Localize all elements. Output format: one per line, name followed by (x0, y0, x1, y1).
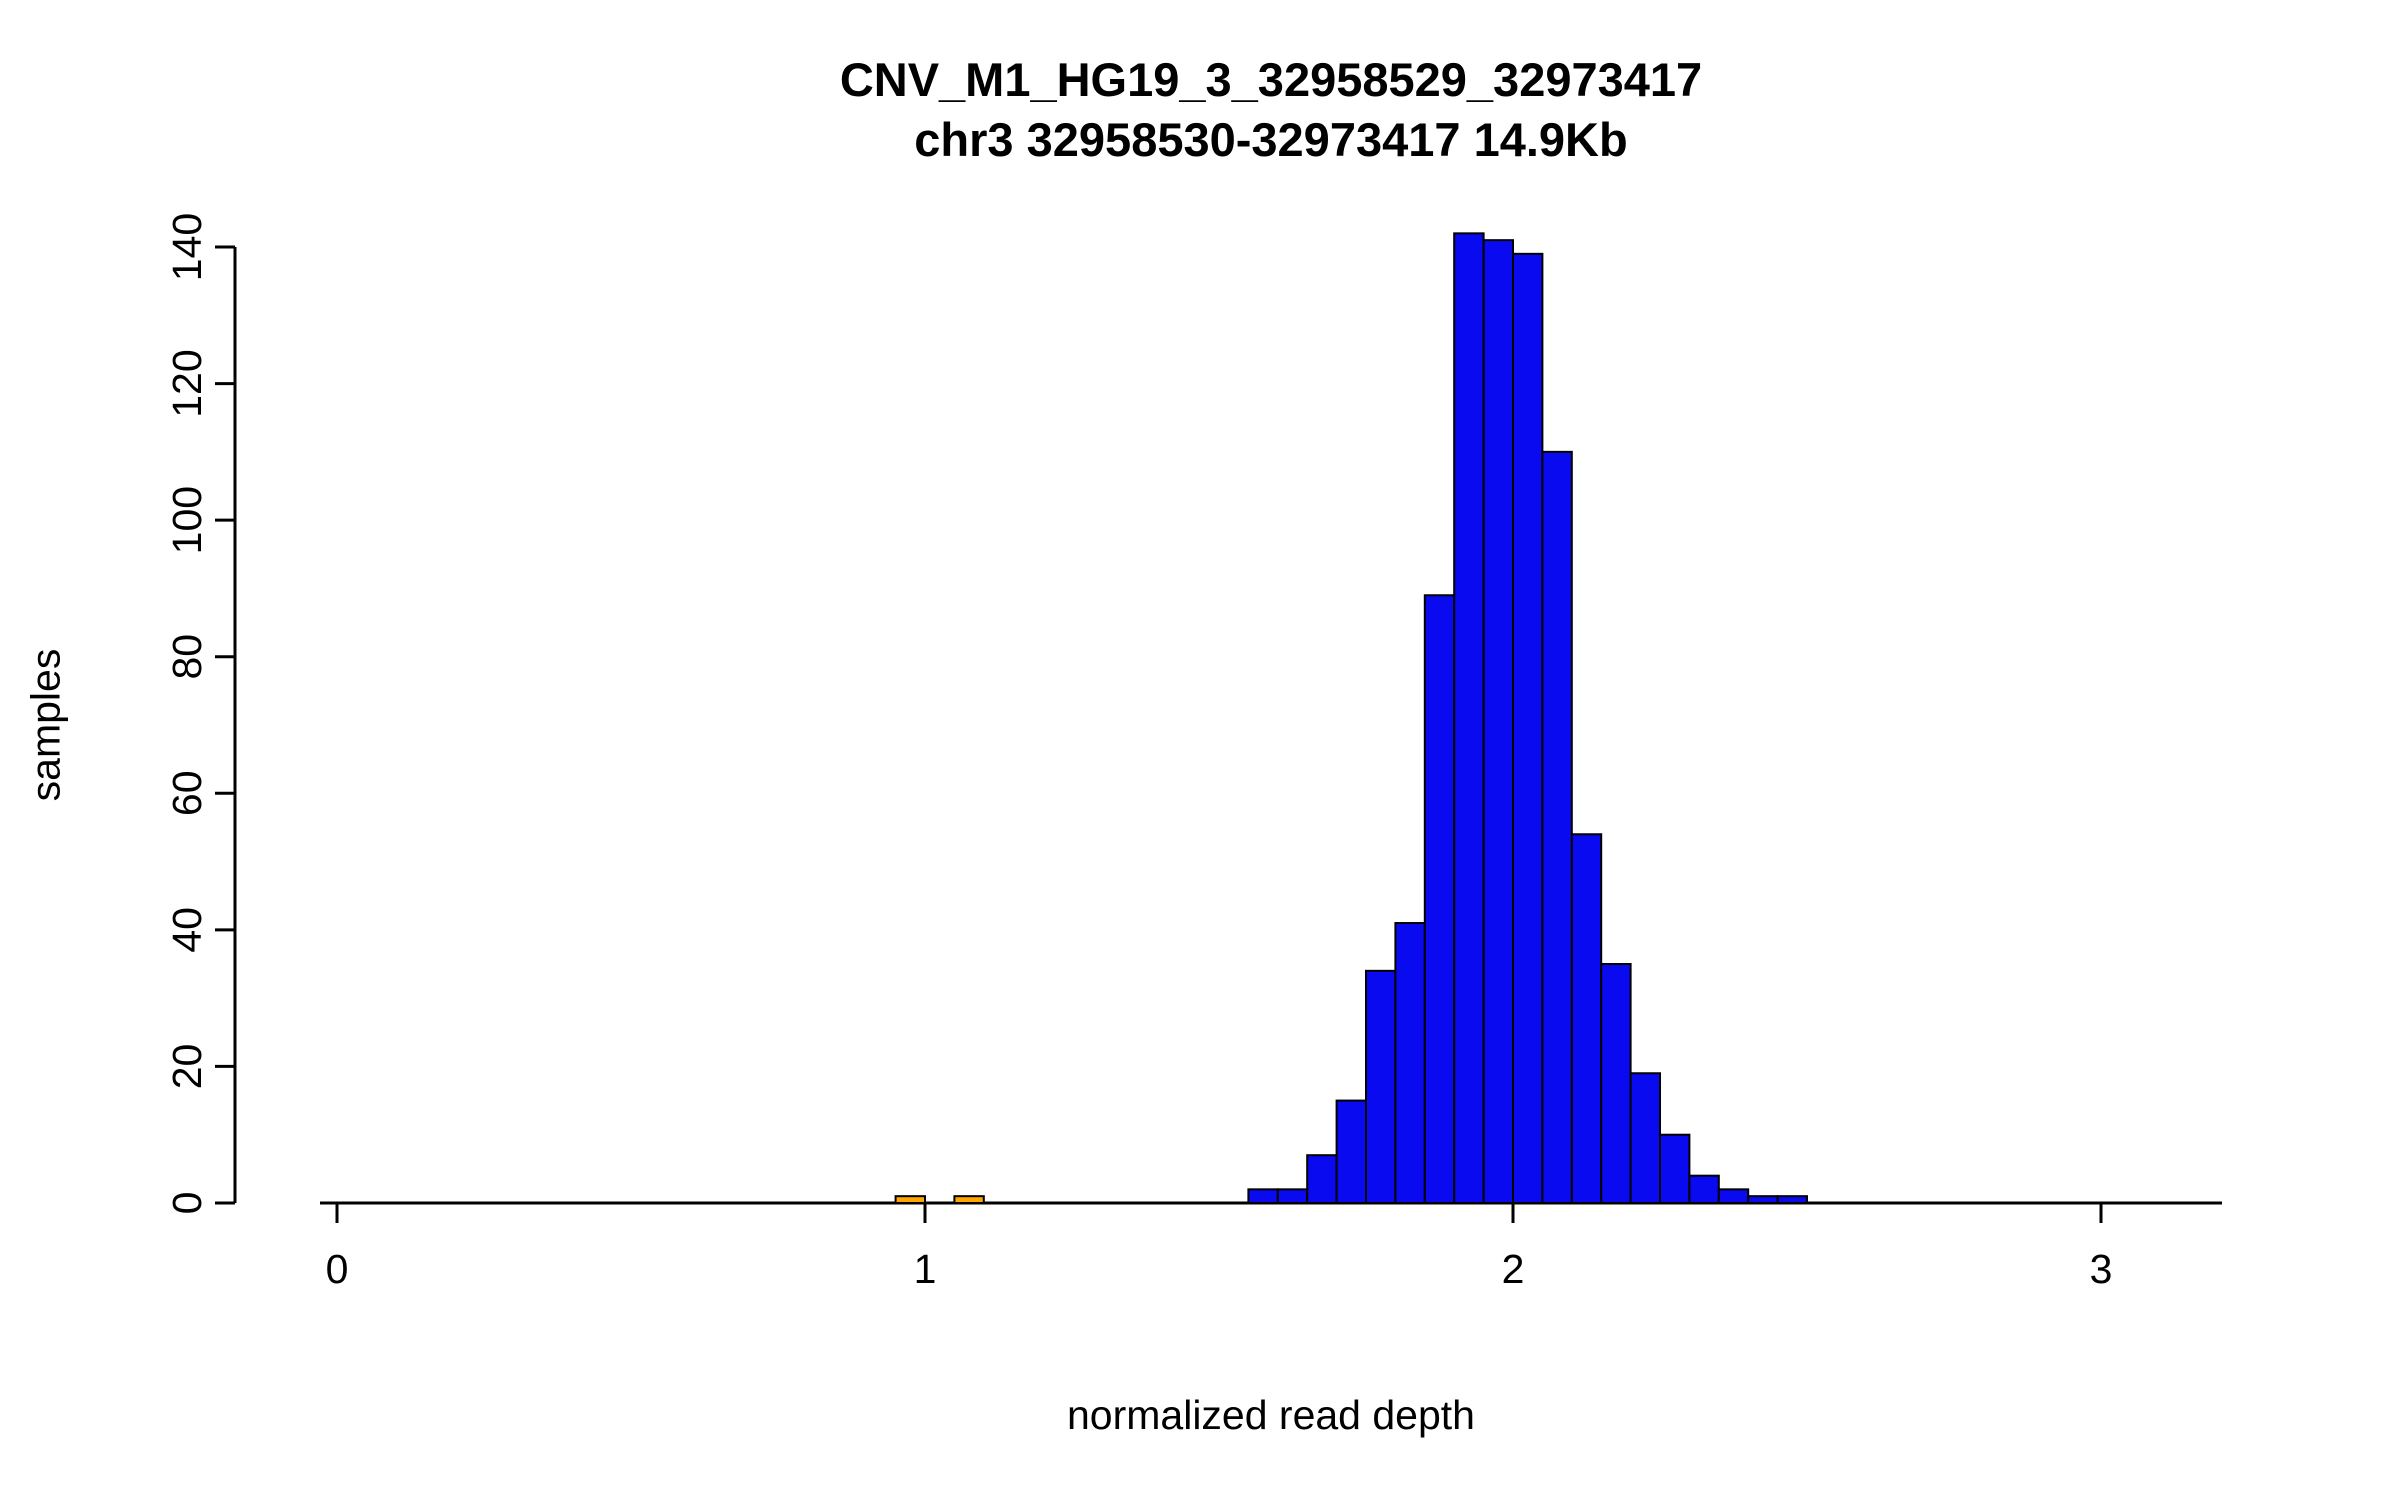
histogram-bar (1776, 1195, 1808, 1204)
histogram-bar (1247, 1188, 1279, 1205)
histogram-bar (1512, 252, 1544, 1205)
x-tick-label: 3 (2090, 1246, 2113, 1292)
x-tick-label: 1 (914, 1246, 937, 1292)
y-tick-label: 100 (164, 486, 210, 554)
histogram-bar (1335, 1099, 1367, 1204)
y-tick-label: 60 (164, 770, 210, 816)
x-tick-label: 0 (326, 1246, 349, 1292)
y-tick-label: 0 (164, 1192, 210, 1215)
histogram-bar (1688, 1174, 1720, 1204)
histogram-bar (953, 1195, 985, 1204)
histogram-bar (1747, 1195, 1779, 1204)
histogram-bar (1365, 969, 1397, 1204)
histogram-bar (1423, 594, 1456, 1204)
histogram-bar (1717, 1188, 1750, 1205)
histogram-bar (1306, 1154, 1338, 1204)
histogram-bar (1629, 1072, 1661, 1205)
y-tick-label: 140 (164, 213, 210, 281)
histogram-bar (1394, 922, 1426, 1204)
y-tick-label: 120 (164, 349, 210, 417)
histogram-bar (1453, 232, 1485, 1205)
chart-subtitle: chr3 32958530-32973417 14.9Kb (914, 113, 1628, 166)
histogram-bar (1541, 450, 1573, 1205)
y-tick-label: 40 (164, 907, 210, 953)
histogram-bar (1570, 833, 1603, 1204)
y-tick-label: 20 (164, 1044, 210, 1090)
histogram-bar (1276, 1188, 1309, 1205)
x-axis-label: normalized read depth (1067, 1392, 1475, 1438)
chart-title: CNV_M1_HG19_3_32958529_32973417 (839, 53, 1703, 106)
histogram-bar (894, 1195, 926, 1204)
histogram-bar (1482, 239, 1514, 1204)
x-tick-label: 2 (1502, 1246, 1525, 1292)
histogram-bar (1600, 963, 1632, 1204)
y-tick-label: 80 (164, 634, 210, 680)
histogram-bar (1659, 1133, 1691, 1204)
